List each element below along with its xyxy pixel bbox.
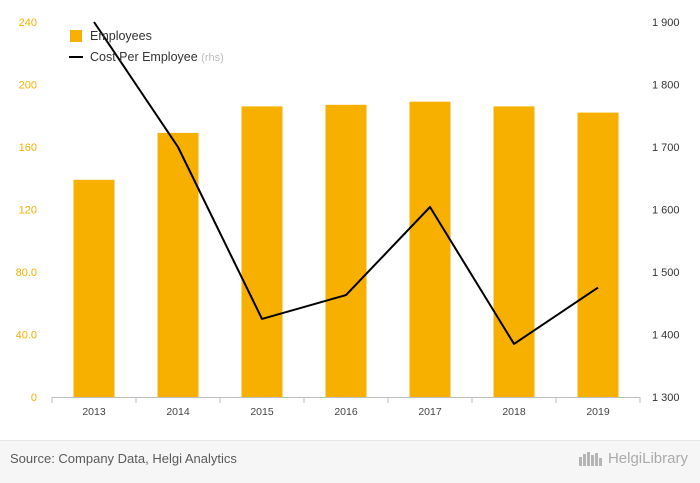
employees-bar-2015 xyxy=(241,106,283,398)
x-tick-label: 2018 xyxy=(502,406,526,418)
right-y-tick-label: 1 400 xyxy=(652,330,680,342)
legend-rhs-suffix: (rhs) xyxy=(201,52,224,64)
cost-per-employee-line xyxy=(93,21,599,345)
left-y-tick-label: 240 xyxy=(19,17,37,29)
x-tick-label: 2015 xyxy=(250,406,274,418)
employees-bar-2017 xyxy=(409,101,451,397)
x-tick-label: 2014 xyxy=(166,406,190,418)
employees-bar-2018 xyxy=(493,106,535,398)
legend-employees-swatch xyxy=(70,30,82,42)
employees-bar-2013 xyxy=(73,179,115,397)
x-tick-label: 2017 xyxy=(418,406,442,418)
logo-icon xyxy=(578,449,604,467)
legend-employees-label: Employees xyxy=(90,29,152,43)
right-y-tick-label: 1 600 xyxy=(652,205,680,217)
employees-bar-2014 xyxy=(157,132,199,397)
logo-text: HelgiLibrary xyxy=(607,449,688,467)
combo-chart: 2013 2014 2015 2016 2017 2018 2019 0 40.0 80.0 120… xyxy=(16,17,680,418)
x-tick-label: 2013 xyxy=(82,406,106,418)
helgi-library-logo[interactable]: HelgiLibrary xyxy=(578,449,688,467)
x-tick-label: 2016 xyxy=(334,406,358,418)
legend-cost-label: Cost Per Employee (rhs) xyxy=(90,50,224,64)
employees-bar-2019 xyxy=(577,112,619,397)
left-y-tick-label: 120 xyxy=(19,205,37,217)
right-y-tick-label: 1 800 xyxy=(652,80,680,92)
employees-bar-2016 xyxy=(325,104,367,398)
x-tick-label: 2019 xyxy=(586,406,610,418)
left-y-tick-label: 80.0 xyxy=(16,267,37,279)
right-y-tick-label: 1 900 xyxy=(652,17,680,29)
footer: Source: Company Data, Helgi Analytics He… xyxy=(0,440,700,483)
source-note: Source: Company Data, Helgi Analytics xyxy=(10,451,237,466)
left-y-tick-label: 40.0 xyxy=(16,330,37,342)
right-y-tick-label: 1 300 xyxy=(652,392,680,404)
left-y-tick-label: 160 xyxy=(19,142,37,154)
right-y-tick-label: 1 500 xyxy=(652,267,680,279)
left-y-tick-label: 200 xyxy=(19,80,37,92)
right-y-tick-label: 1 700 xyxy=(652,142,680,154)
left-y-tick-label: 0 xyxy=(31,392,37,404)
